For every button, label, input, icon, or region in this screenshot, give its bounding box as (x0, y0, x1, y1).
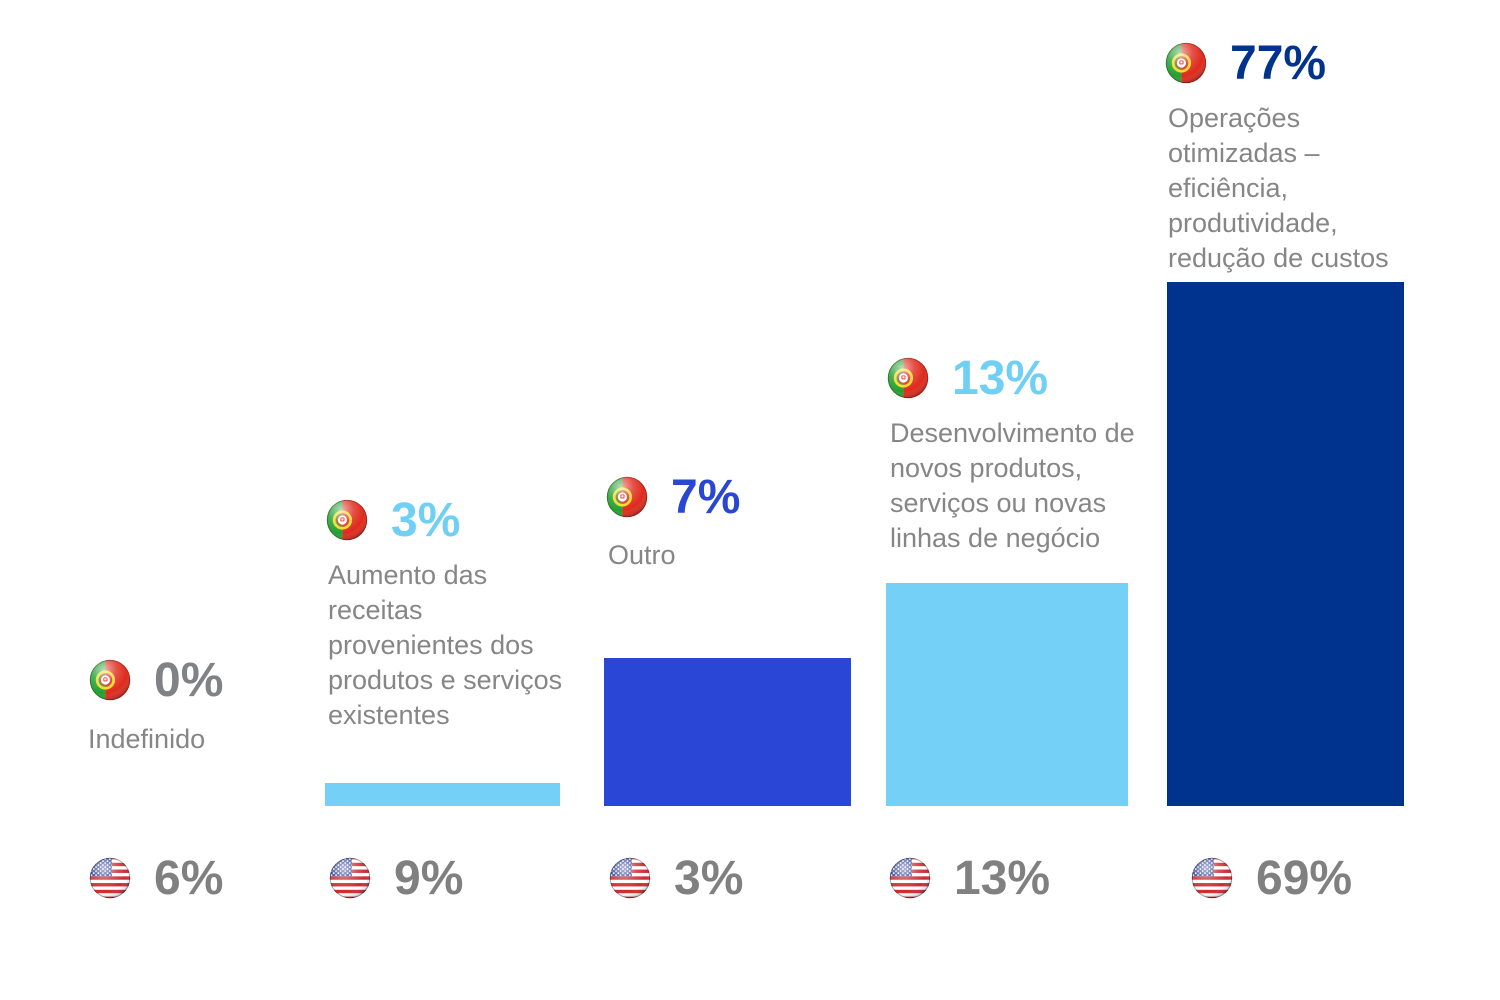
us-stat-outro: 3% (608, 850, 743, 906)
category-label: Indefinido (88, 724, 206, 754)
bar-outro (604, 658, 851, 806)
portugal-flag-icon (605, 475, 649, 519)
usa-flag-icon (608, 856, 652, 900)
portugal-flag-icon (325, 498, 369, 542)
us-percent: 69% (1256, 851, 1353, 905)
us-stat-indefinido: 6% (88, 850, 223, 906)
us-percent: 6% (154, 851, 224, 905)
pt-percent: 13% (952, 351, 1049, 405)
pt-stat-aumento: 3% (325, 492, 460, 548)
portugal-flag-icon (88, 658, 132, 702)
portugal-flag-icon (886, 356, 930, 400)
pt-percent: 77% (1230, 36, 1327, 90)
category-label: Desenvolvimento de novos produtos, servi… (890, 418, 1135, 553)
us-stat-desenvolvimento: 13% (888, 850, 1050, 906)
category-label: Outro (608, 540, 676, 570)
pt-percent: 7% (671, 470, 741, 524)
bar-aumento (325, 783, 560, 806)
category-label: Operações otimizadas – eficiência, produ… (1168, 103, 1389, 273)
usa-flag-icon (888, 856, 932, 900)
us-percent: 9% (394, 851, 464, 905)
pt-percent: 3% (391, 493, 461, 547)
usa-flag-icon (1190, 856, 1234, 900)
us-stat-operacoes: 69% (1190, 850, 1352, 906)
pt-stat-indefinido: 0% (88, 652, 223, 708)
pt-stat-operacoes: 77% (1164, 35, 1326, 91)
portugal-flag-icon (1164, 41, 1208, 85)
pt-stat-desenvolvimento: 13% (886, 350, 1048, 406)
us-percent: 13% (954, 851, 1051, 905)
usa-flag-icon (328, 856, 372, 900)
us-stat-aumento: 9% (328, 850, 463, 906)
us-percent: 3% (674, 851, 744, 905)
category-label: Aumento das receitas provenientes dos pr… (328, 560, 563, 730)
bar-operacoes (1167, 282, 1404, 806)
usa-flag-icon (88, 856, 132, 900)
bar-desenvolvimento (886, 583, 1128, 806)
pt-percent: 0% (154, 653, 224, 707)
pt-stat-outro: 7% (605, 469, 740, 525)
